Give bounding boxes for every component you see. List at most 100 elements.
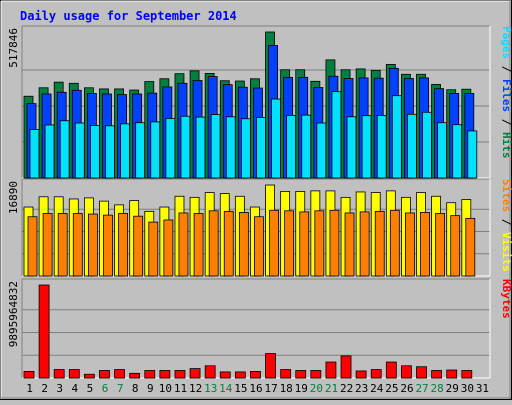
bar-kbytes-day-11: [174, 370, 186, 379]
bar-kbytes-day-13: [204, 365, 216, 379]
bar-pages-day-10: [165, 118, 176, 179]
bar-sites-day-30: [465, 217, 476, 277]
bar-kbytes-day-24: [370, 369, 382, 379]
panel-hits-files-pages: 517846: [7, 25, 491, 179]
x-tick-label-13: 13: [204, 382, 217, 395]
bar-pages-day-29: [452, 124, 463, 179]
legend-entry-pages: Pages: [500, 26, 512, 59]
legend-entry-slash: /: [500, 212, 512, 226]
bar-pages-day-23: [361, 115, 372, 179]
bar-kbytes-day-2: [38, 284, 50, 379]
x-tick-label-25: 25: [385, 382, 398, 395]
bar-pages-day-28: [437, 122, 448, 179]
bar-sites-day-5: [87, 213, 98, 277]
bar-kbytes-day-28: [431, 370, 443, 379]
x-tick-label-22: 22: [340, 382, 353, 395]
bar-kbytes-day-27: [416, 366, 427, 379]
bar-pages-day-12: [195, 116, 206, 179]
bar-pages-day-11: [180, 115, 191, 179]
x-tick-label-24: 24: [370, 382, 384, 395]
bar-kbytes-day-21: [325, 361, 337, 379]
bar-kbytes-day-16: [250, 371, 261, 379]
bar-sites-day-19: [299, 211, 310, 277]
panel-background: [22, 279, 490, 378]
bar-sites-day-25: [389, 209, 400, 277]
bar-sites-day-18: [284, 210, 295, 277]
x-axis: 1 2 3 4 5 6 7 8 9 10 11 12 13 14 15 16 17 18 19 20 21 22 23 24 2…: [26, 382, 489, 395]
bar-kbytes-day-22: [340, 355, 352, 379]
legend-entry-slash: /: [500, 112, 512, 126]
bar-sites-day-23: [359, 211, 370, 277]
x-tick-label-4: 4: [72, 382, 79, 395]
bar-sites-day-13: [208, 210, 219, 277]
x-tick-label-5: 5: [87, 382, 94, 395]
bar-kbytes-day-14: [219, 371, 231, 379]
bar-pages-day-2: [44, 124, 55, 179]
bar-kbytes-day-1: [23, 371, 35, 379]
bar-sites-day-6: [103, 214, 113, 277]
x-tick-label-19: 19: [295, 382, 308, 395]
bar-kbytes-day-29: [446, 369, 458, 379]
bar-sites-day-27: [420, 212, 430, 277]
legend-kbytes: KBytes: [500, 279, 512, 319]
bar-pages-day-25: [391, 95, 402, 179]
bar-sites-day-20: [314, 210, 325, 277]
x-tick-label-31: 31: [476, 382, 489, 395]
x-tick-label-21: 21: [325, 382, 338, 395]
bar-kbytes-day-9: [144, 370, 156, 379]
x-tick-label-28: 28: [431, 382, 444, 395]
bar-sites-day-16: [254, 216, 264, 277]
bar-kbytes-day-5: [83, 373, 95, 379]
bar-sites-day-22: [344, 212, 355, 277]
legend-text: Sites / Visits: [500, 179, 512, 272]
bar-sites-day-12: [193, 213, 204, 277]
chart-title: Daily usage for September 2014: [20, 9, 237, 23]
x-tick-label-16: 16: [249, 382, 262, 395]
x-tick-label-1: 1: [26, 382, 33, 395]
bar-pages-day-6: [105, 125, 115, 179]
bar-kbytes-day-20: [310, 370, 322, 379]
bar-sites-day-15: [238, 212, 249, 277]
bar-pages-day-16: [256, 116, 266, 179]
legend-entry-visits: Visits: [500, 225, 512, 271]
panel-kbytes: 9895964832: [7, 278, 491, 379]
bar-pages-day-19: [301, 114, 312, 179]
bar-sites-day-4: [72, 213, 83, 277]
bar-pages-day-13: [210, 114, 221, 179]
bar-pages-day-20: [316, 122, 327, 179]
x-tick-label-12: 12: [189, 382, 202, 395]
bar-pages-day-30: [467, 130, 478, 179]
bar-sites-day-14: [223, 210, 234, 277]
bar-sites-day-10: [163, 219, 174, 277]
bar-pages-day-8: [135, 122, 146, 179]
legend-entry-hits: Hits: [500, 125, 512, 158]
bar-kbytes-day-12: [189, 368, 201, 379]
bar-pages-day-17: [271, 98, 281, 179]
legend-text: Pages / Files / Hits: [500, 26, 512, 159]
bar-pages-day-1: [29, 129, 40, 179]
bar-sites-day-21: [329, 209, 340, 277]
bar-kbytes-day-6: [99, 370, 110, 379]
x-tick-label-27: 27: [415, 382, 428, 395]
bar-kbytes-day-10: [159, 370, 171, 379]
x-tick-label-29: 29: [446, 382, 459, 395]
bar-sites-day-3: [57, 213, 68, 277]
bar-pages-day-22: [346, 116, 357, 179]
bar-kbytes-day-23: [355, 370, 367, 379]
bar-sites-day-28: [435, 213, 446, 277]
x-tick-label-6: 6: [102, 382, 109, 395]
x-tick-label-18: 18: [280, 382, 293, 395]
bar-kbytes-day-26: [401, 365, 412, 379]
bar-kbytes-day-8: [129, 372, 141, 379]
bar-pages-day-21: [331, 91, 342, 179]
x-tick-label-15: 15: [234, 382, 247, 395]
bar-pages-day-24: [376, 115, 387, 179]
x-tick-label-10: 10: [159, 382, 172, 395]
bar-pages-day-18: [286, 115, 297, 179]
legend-visits-sites: Sites / Visits: [500, 179, 512, 272]
x-tick-label-8: 8: [132, 382, 139, 395]
bar-kbytes-day-3: [53, 369, 65, 379]
bar-kbytes-day-15: [234, 371, 246, 379]
bar-pages-day-26: [407, 113, 417, 179]
